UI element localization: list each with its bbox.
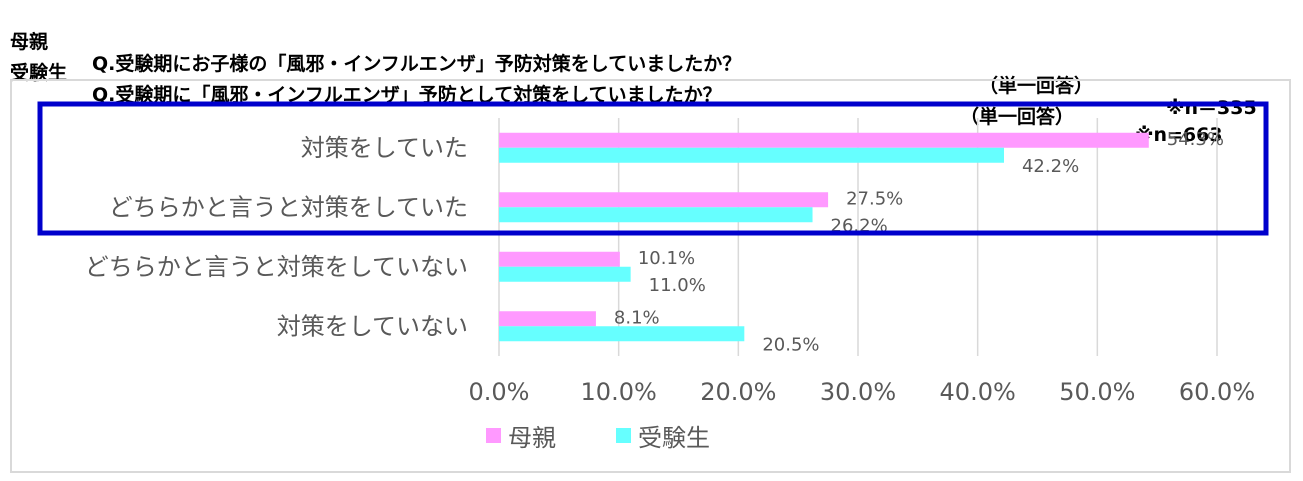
bar-student bbox=[499, 147, 1004, 163]
highlight-box bbox=[37, 101, 1269, 236]
x-tick-label: 60.0% bbox=[1179, 378, 1255, 406]
bar-mother bbox=[499, 132, 1149, 148]
chart-frame bbox=[10, 79, 1291, 473]
header-question: Q.受験期に「風邪・インフルエンザ」予防として対策をしていましたか？ bbox=[92, 84, 722, 106]
data-label: 8.1% bbox=[614, 307, 660, 328]
header-respondent: 母親 bbox=[10, 31, 49, 53]
header-respondent: 受験生 bbox=[10, 62, 68, 84]
bar-mother bbox=[499, 311, 596, 327]
data-label: 20.5% bbox=[762, 334, 819, 355]
bar-mother bbox=[499, 251, 620, 267]
data-label: 42.2% bbox=[1022, 156, 1079, 177]
legend-swatch bbox=[616, 428, 631, 443]
data-label: 27.5% bbox=[846, 188, 903, 209]
header-line-student: 受験生 Q.受験期に「風邪・インフルエンザ」予防として対策をしていましたか？ （… bbox=[10, 36, 1223, 146]
x-tick-label: 40.0% bbox=[940, 378, 1016, 406]
category-label: 対策をしていた bbox=[301, 134, 468, 162]
x-tick-label: 50.0% bbox=[1059, 378, 1135, 406]
category-label: 対策をしていない bbox=[277, 312, 468, 340]
category-label: どちらかと言うと対策をしていない bbox=[85, 253, 468, 281]
data-label: 54.3% bbox=[1167, 129, 1224, 150]
bar-student bbox=[499, 207, 813, 223]
bar-student bbox=[499, 326, 745, 342]
x-tick-label: 20.0% bbox=[700, 378, 776, 406]
x-tick-label: 0.0% bbox=[469, 378, 530, 406]
header-sample-size: ※n=663 bbox=[1135, 124, 1223, 146]
data-label: 11.0% bbox=[649, 275, 706, 296]
data-label: 10.1% bbox=[638, 248, 695, 269]
legend-label: 母親 bbox=[508, 424, 556, 452]
bar-mother bbox=[499, 192, 829, 208]
header-question: Q.受験期にお子様の「風邪・インフルエンザ」予防対策をしていましたか？ bbox=[92, 53, 742, 75]
category-label: どちらかと言うと対策をしていた bbox=[109, 193, 468, 221]
legend-swatch bbox=[486, 428, 501, 443]
x-tick-label: 10.0% bbox=[581, 378, 657, 406]
legend-label: 受験生 bbox=[638, 424, 710, 452]
x-tick-label: 30.0% bbox=[820, 378, 896, 406]
header-answer-type: （単一回答） bbox=[960, 106, 1075, 128]
bar-student bbox=[499, 266, 631, 282]
